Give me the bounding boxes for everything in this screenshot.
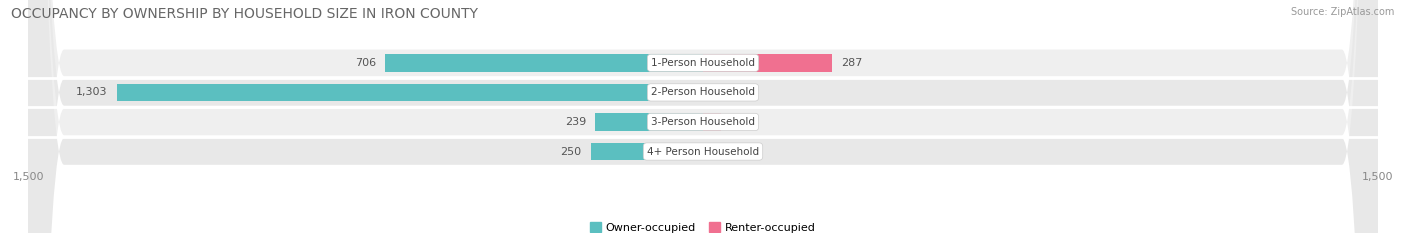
Bar (703, 54, 832, 72)
FancyBboxPatch shape (28, 0, 1378, 233)
Bar (596, 113, 703, 131)
Bar (385, 54, 703, 72)
FancyBboxPatch shape (28, 0, 1378, 233)
FancyBboxPatch shape (28, 0, 1378, 233)
Text: 1,303: 1,303 (76, 87, 108, 97)
Bar (703, 143, 724, 160)
Bar (117, 84, 703, 101)
Text: 250: 250 (561, 147, 582, 157)
Text: 287: 287 (841, 58, 862, 68)
Text: 47: 47 (733, 147, 748, 157)
Text: 239: 239 (565, 117, 586, 127)
Bar (591, 143, 703, 160)
Text: 706: 706 (356, 58, 377, 68)
Bar (703, 84, 734, 101)
Legend: Owner-occupied, Renter-occupied: Owner-occupied, Renter-occupied (586, 218, 820, 233)
Text: OCCUPANCY BY OWNERSHIP BY HOUSEHOLD SIZE IN IRON COUNTY: OCCUPANCY BY OWNERSHIP BY HOUSEHOLD SIZE… (11, 7, 478, 21)
Text: 3-Person Household: 3-Person Household (651, 117, 755, 127)
FancyBboxPatch shape (28, 0, 1378, 233)
Text: Source: ZipAtlas.com: Source: ZipAtlas.com (1291, 7, 1395, 17)
Text: 4+ Person Household: 4+ Person Household (647, 147, 759, 157)
Text: 69: 69 (742, 87, 758, 97)
Text: 1-Person Household: 1-Person Household (651, 58, 755, 68)
Text: 2-Person Household: 2-Person Household (651, 87, 755, 97)
Bar (703, 113, 721, 131)
Text: 40: 40 (730, 117, 744, 127)
